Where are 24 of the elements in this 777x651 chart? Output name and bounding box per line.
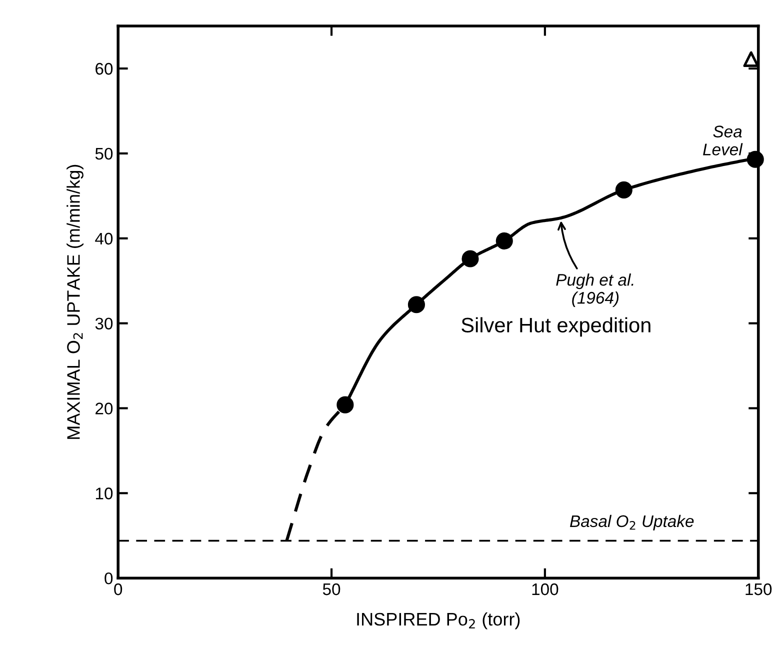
x-tick-label: 0 — [114, 583, 122, 596]
x-tick-label: 50 — [322, 583, 340, 596]
y-tick-label: 0 — [104, 572, 113, 584]
annotation: Pugh et al. (1964) — [556, 274, 634, 308]
y-tick-label: 30 — [95, 318, 113, 330]
y-tick-label: 50 — [95, 148, 113, 160]
point — [462, 250, 479, 268]
point — [743, 51, 759, 67]
y-tick-label: 20 — [96, 402, 113, 414]
point — [408, 296, 425, 314]
x-tick-label: 100 — [532, 583, 558, 596]
y-tick-label: 60 — [96, 62, 113, 75]
y-axis-title: MAXIMAL O$_{2}$ UPTAKE (m/min/kg) — [66, 164, 84, 439]
point — [746, 150, 764, 168]
y-tick-label: 10 — [96, 488, 113, 500]
point — [336, 396, 354, 414]
x-tick-label: 150 — [746, 583, 772, 596]
x-axis-title: INSPIRED Po$_{2}$ (torr) — [357, 612, 520, 630]
annotation: Sea Level — [703, 126, 743, 156]
annotation: Silver Hut expedition — [462, 317, 650, 337]
ref-line-label: Basal O$_{2}$ Uptake — [570, 514, 694, 530]
point — [615, 181, 632, 198]
y-tick-label: 40 — [95, 232, 113, 245]
point — [496, 232, 513, 250]
